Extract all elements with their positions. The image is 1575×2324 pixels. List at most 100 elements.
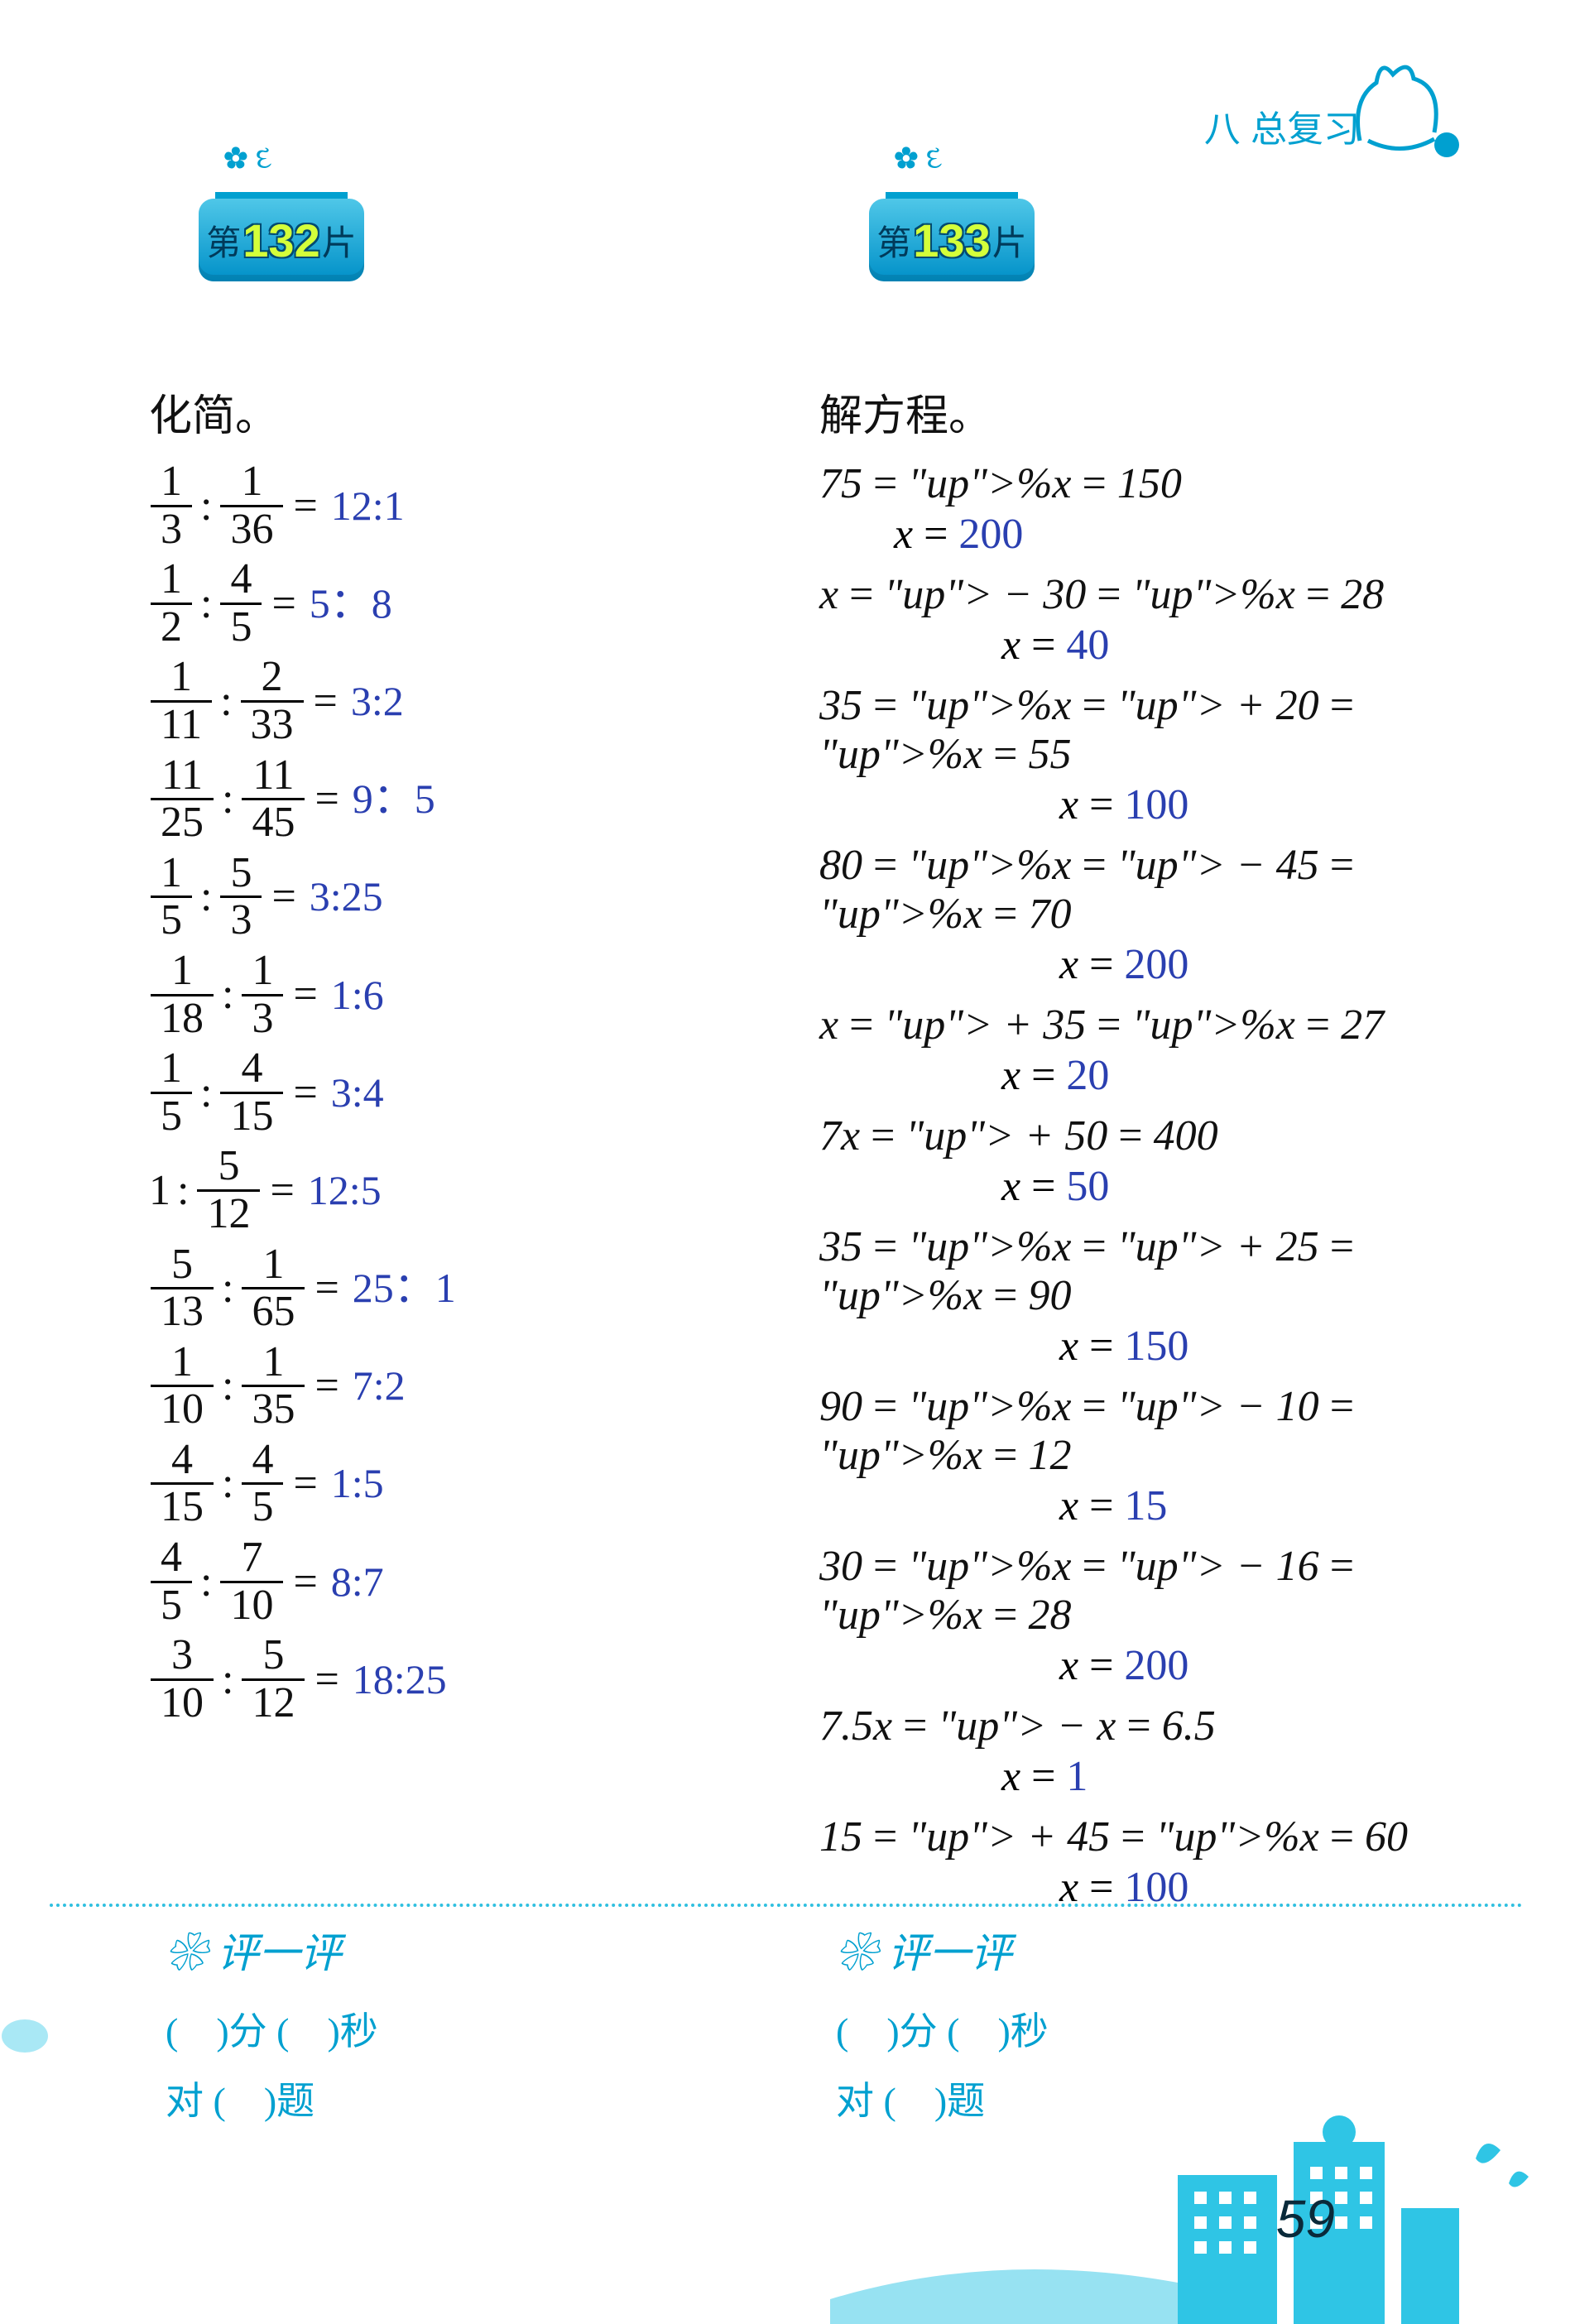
- left-title: 化简。: [149, 381, 770, 443]
- fraction: 136: [220, 459, 283, 552]
- left-column: ✿ દ 第 132 片 化简。 13:136=12:112:45=5：8111:…: [124, 199, 795, 1923]
- review-title: ❀ 评一评: [166, 1920, 753, 1980]
- ratio-colon: :: [222, 971, 233, 1018]
- leaf-icon: [0, 2003, 66, 2069]
- answer-value: 200: [1124, 1642, 1188, 1689]
- fraction: 165: [242, 1242, 305, 1335]
- numerator: 1: [242, 948, 283, 994]
- fraction: 1125: [151, 753, 214, 846]
- numerator: 5: [220, 851, 262, 896]
- ratio-problem: 1:512=12:5: [149, 1144, 770, 1236]
- equation-answer: x = 200: [819, 1641, 1440, 1690]
- ratio-problem: 110:135=7:2: [149, 1340, 770, 1433]
- badge-prefix: 第: [206, 215, 241, 266]
- ratio-colon: :: [200, 580, 212, 627]
- denominator: 15: [220, 1094, 283, 1140]
- denominator: 25: [151, 800, 214, 846]
- numerator: 7: [231, 1535, 272, 1581]
- denominator: 5: [242, 1485, 283, 1530]
- denominator: 5: [151, 1583, 192, 1629]
- denominator: 45: [242, 800, 305, 846]
- equation: x = "up"> − 30 = "up">%x = 28: [819, 570, 1440, 619]
- fraction: 45: [151, 1535, 192, 1628]
- denominator: 3: [242, 996, 283, 1042]
- equals: =: [315, 1265, 339, 1312]
- review-right: ❀ 评一评 ( )分 ( )秒 对 ( )题: [795, 1920, 1465, 2140]
- equals: =: [293, 1558, 317, 1606]
- denominator: 5: [220, 605, 262, 651]
- equals: =: [293, 1460, 317, 1507]
- numerator: 1: [161, 655, 202, 700]
- bird-icon: ✿ દ: [894, 141, 943, 176]
- answer: 1:6: [331, 972, 384, 1018]
- equation: 15 = "up"> + 45 = "up">%x = 60: [819, 1813, 1440, 1861]
- equals: =: [271, 580, 295, 627]
- numerator: 5: [208, 1144, 249, 1189]
- ratio-problem: 1125:1145=9：5: [149, 753, 770, 846]
- denominator: 10: [151, 1387, 214, 1433]
- numerator: 4: [151, 1535, 192, 1581]
- equation-answer: x = 100: [819, 780, 1440, 829]
- ratio-colon: :: [220, 678, 232, 725]
- ratio-colon: :: [200, 1069, 212, 1116]
- badge-number: 132: [242, 214, 319, 267]
- denominator: 15: [151, 1485, 214, 1530]
- ratio-problem: 1 18:13= 1:6: [149, 948, 770, 1041]
- ratio-colon: :: [222, 1265, 233, 1312]
- numerator: 4: [161, 1438, 203, 1483]
- numerator: 1: [252, 1242, 294, 1288]
- fraction: 13: [151, 459, 192, 552]
- equals: =: [315, 1656, 339, 1703]
- numerator: 4: [242, 1438, 283, 1483]
- fraction: 15: [151, 851, 192, 944]
- badge-left: ✿ દ 第 132 片: [199, 199, 364, 281]
- fraction: 415: [220, 1046, 283, 1139]
- equation-answer: x = 50: [819, 1162, 1440, 1211]
- ratio-colon: :: [177, 1167, 189, 1214]
- fraction: 512: [242, 1633, 305, 1726]
- equals: =: [293, 1069, 317, 1116]
- ratio-problem: 513:165=25：1: [149, 1242, 770, 1335]
- equation-answer: x = 40: [819, 621, 1440, 670]
- denominator: 3: [151, 507, 192, 553]
- denominator: 12: [197, 1192, 260, 1237]
- numerator: 4: [220, 557, 262, 603]
- denominator: 18: [151, 996, 214, 1042]
- denominator: 3: [220, 898, 262, 944]
- fraction: 415: [151, 1438, 214, 1530]
- denominator: 2: [151, 605, 192, 651]
- equation-answer: x = 200: [819, 510, 1440, 559]
- ratio-problem: 415:45=1:5: [149, 1438, 770, 1530]
- answer-value: 150: [1124, 1323, 1188, 1370]
- equals: =: [270, 1167, 294, 1214]
- cat-icon: [1335, 50, 1467, 166]
- numerator: 1: [231, 459, 272, 505]
- equation: 75 = "up">%x = 150: [819, 459, 1440, 508]
- numerator: 11: [242, 753, 304, 799]
- denominator: 11: [151, 703, 212, 748]
- fraction: 13: [242, 948, 283, 1041]
- fraction: 45: [220, 557, 262, 650]
- equals: =: [293, 971, 317, 1018]
- denominator: 35: [242, 1387, 305, 1433]
- numerator: 1: [151, 459, 192, 505]
- ratio-colon: :: [200, 873, 212, 920]
- right-problem-list: 75 = "up">%x = 150x = 200x = "up"> − 30 …: [819, 459, 1440, 1912]
- equation-answer: x = 200: [819, 940, 1440, 989]
- fraction: 111: [151, 655, 212, 747]
- answer-value: 20: [1066, 1052, 1109, 1099]
- right-column: ✿ દ 第 133 片 解方程。 75 = "up">%x = 150x = 2…: [795, 199, 1465, 1923]
- fraction: 310: [151, 1633, 214, 1726]
- badge-prefix: 第: [876, 215, 911, 266]
- answer: 3:2: [351, 679, 404, 724]
- page: 八 总复习 ✿ દ 第 132 片 化简。: [0, 0, 1575, 2324]
- equation: 30 = "up">%x = "up"> − 16 = "up">%x = 28: [819, 1542, 1440, 1640]
- badge-suffix: 片: [992, 215, 1027, 266]
- answer: 18:25: [353, 1657, 447, 1702]
- ratio-problem: 45:710=8:7: [149, 1535, 770, 1628]
- equation: 80 = "up">%x = "up"> − 45 = "up">%x = 70: [819, 841, 1440, 939]
- denominator: 10: [151, 1681, 214, 1726]
- answer: 8:7: [331, 1559, 384, 1605]
- fraction: 110: [151, 1340, 214, 1433]
- answer-value: 200: [958, 511, 1023, 558]
